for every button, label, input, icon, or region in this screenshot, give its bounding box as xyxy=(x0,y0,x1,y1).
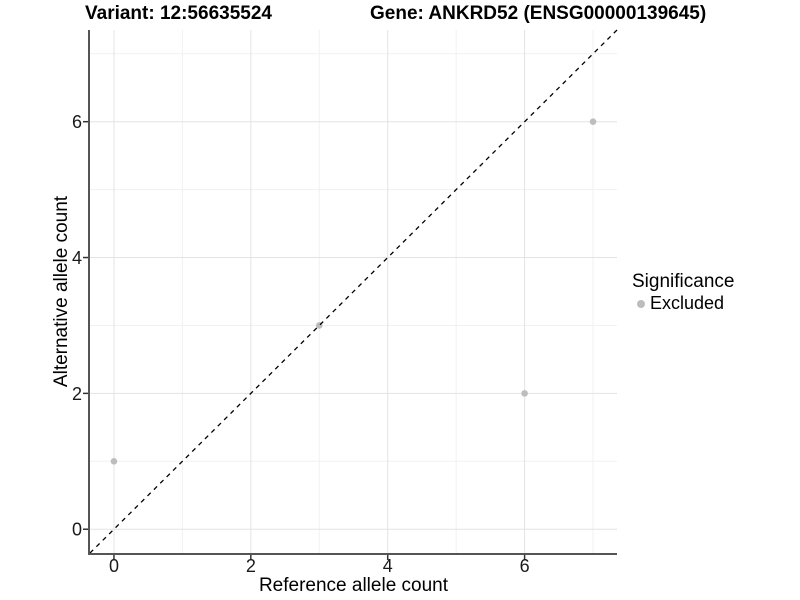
legend-title: Significance xyxy=(632,271,735,292)
variant-title: Variant: 12:56635524 xyxy=(85,3,272,24)
y-axis-title: Alternative allele count xyxy=(51,195,72,387)
legend-point-icon xyxy=(637,299,645,308)
y-axis-tick-label: 2 xyxy=(72,384,82,404)
y-axis-tick-label: 0 xyxy=(72,520,82,540)
x-axis-title: Reference allele count xyxy=(259,575,449,596)
x-axis-tick-label: 0 xyxy=(109,556,119,576)
y-axis-tick-label: 4 xyxy=(72,248,82,268)
legend-item-excluded: Excluded xyxy=(632,293,734,314)
y-axis-tick-label: 6 xyxy=(72,112,82,132)
data-point xyxy=(521,390,528,397)
gene-title: Gene: ANKRD52 (ENSG00000139645) xyxy=(370,3,707,24)
x-axis-tick-label: 6 xyxy=(520,556,530,576)
legend: Significance Excluded xyxy=(632,270,734,314)
x-axis-tick-label: 2 xyxy=(246,556,256,576)
data-point xyxy=(589,118,597,125)
identity-reference-line xyxy=(89,29,618,554)
x-axis-tick-label: 4 xyxy=(383,556,393,576)
data-point xyxy=(110,458,118,465)
legend-item-label: Excluded xyxy=(650,293,725,313)
